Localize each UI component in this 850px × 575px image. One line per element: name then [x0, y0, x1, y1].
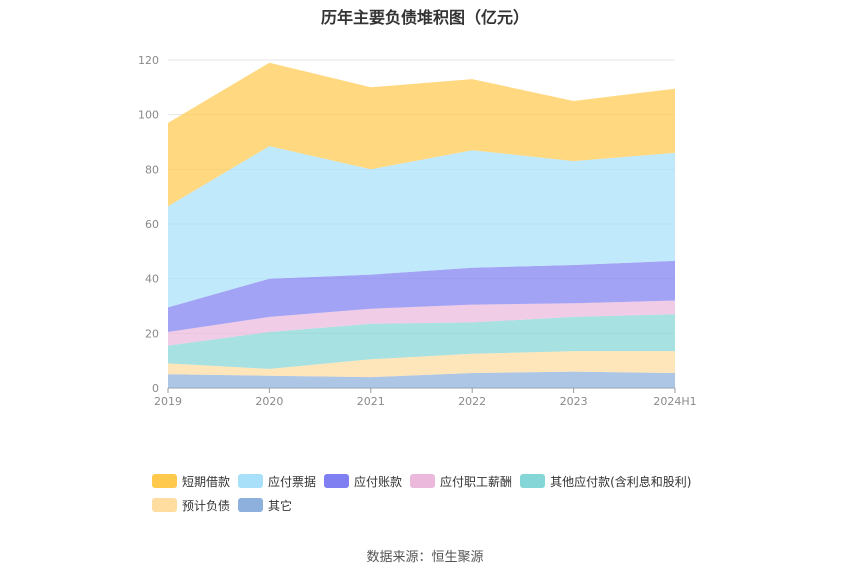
legend-label: 短期借款 [182, 474, 231, 489]
data-source-note: 数据来源：恒生聚源 [366, 550, 484, 565]
y-tick-label: 100 [138, 109, 159, 122]
series-area [168, 62, 675, 207]
legend-label: 应付账款 [354, 474, 403, 489]
stacked-area-chart: 0 20 40 60 80 100 120 2019 2020 2021 2022 2023 2024H… [138, 54, 697, 408]
legend-swatch [520, 474, 546, 488]
legend-swatch [152, 498, 177, 512]
legend-label: 其他应付款(含利息和股利) [550, 474, 692, 489]
x-tick-label: 2023 [560, 395, 588, 408]
legend-item[interactable]: 应付账款 [324, 472, 402, 490]
x-tick-label: 2024H1 [653, 395, 696, 408]
y-tick-label: 60 [145, 218, 159, 231]
legend-swatch [238, 474, 264, 488]
chart-legend: 短期借款 应付票据 应付账款 应付职工薪酬 其他应付款(含利息和股利) 预计负债 其它 [152, 472, 732, 520]
legend-label: 其它 [268, 498, 293, 513]
legend-item[interactable]: 应付职工薪酬 [410, 472, 512, 490]
legend-swatch [152, 474, 177, 488]
legend-label: 应付职工薪酬 [440, 474, 513, 489]
y-tick-label: 120 [138, 54, 159, 67]
legend-label: 应付票据 [268, 474, 317, 489]
series-area [168, 146, 675, 308]
x-tick-label: 2020 [255, 395, 283, 408]
legend-item[interactable]: 其他应付款(含利息和股利) [520, 472, 691, 490]
y-tick-label: 0 [152, 382, 159, 395]
legend-item[interactable]: 预计负债 [152, 496, 230, 514]
legend-swatch [324, 474, 350, 488]
x-tick-label: 2019 [154, 395, 182, 408]
y-tick-label: 20 [145, 327, 159, 340]
legend-swatch [410, 474, 436, 488]
legend-item[interactable]: 应付票据 [238, 472, 316, 490]
series-area [168, 314, 675, 369]
legend-item[interactable]: 其它 [238, 496, 292, 514]
series-area [168, 300, 675, 346]
chart-title: 历年主要负债堆积图（亿元） [320, 8, 529, 27]
series-area [168, 351, 675, 378]
y-tick-label: 40 [145, 273, 159, 286]
legend-swatch [238, 498, 264, 512]
legend-item[interactable]: 短期借款 [152, 472, 230, 490]
legend-label: 预计负债 [182, 498, 231, 513]
y-tick-label: 80 [145, 163, 159, 176]
series-area [168, 260, 675, 332]
x-tick-label: 2021 [357, 395, 385, 408]
x-tick-label: 2022 [458, 395, 486, 408]
series-area [168, 371, 675, 388]
